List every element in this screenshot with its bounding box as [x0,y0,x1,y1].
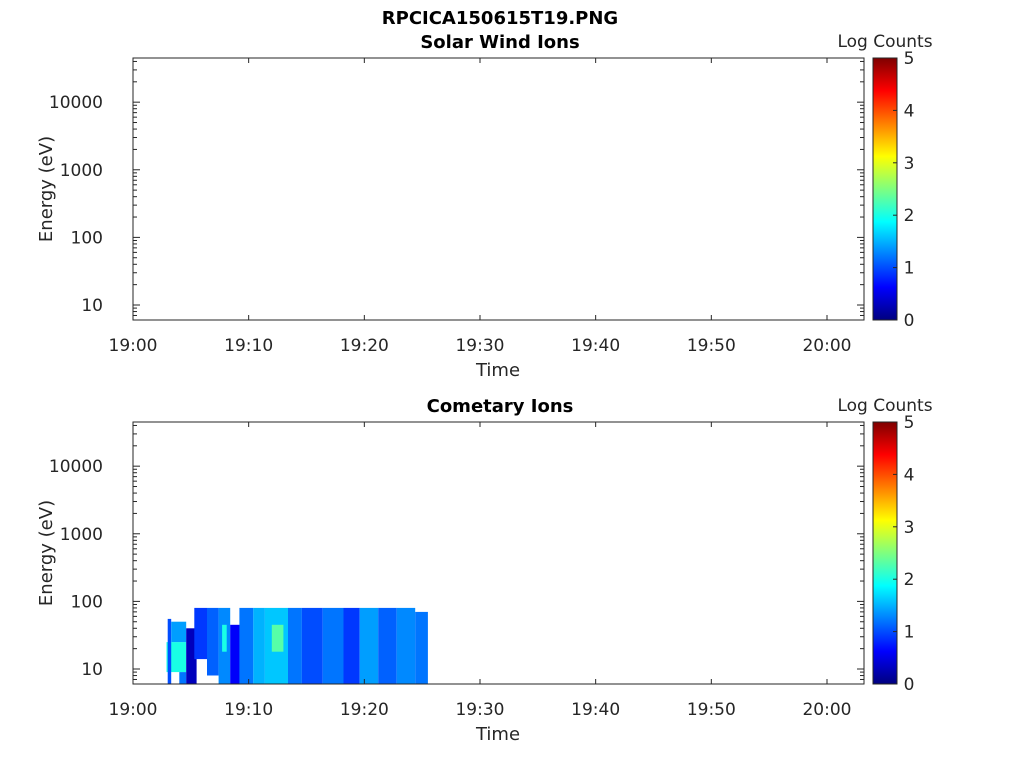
colorbar-tick-label: 1 [904,623,915,643]
spectrogram-cell [194,607,207,660]
colorbar-tick-label: 2 [904,570,915,590]
x-axis-label: Time [475,724,520,745]
colorbar-ticks: 0 1 2 3 4 5 [893,413,914,695]
spectrogram-cell [207,607,219,676]
colorbar-gradient [872,421,898,685]
y-axis-ticks: 10 100 1000 10000 [49,424,864,685]
colorbar-tick-label: 5 [904,49,915,69]
y-tick-label: 10 [81,296,103,316]
spectrogram-cells [166,607,428,684]
spectrogram-cell [415,611,428,684]
plot-area [133,58,864,320]
x-tick-label: 19:30 [455,700,504,720]
spectrogram-cell [322,607,344,684]
x-axis-label: Time [475,360,520,381]
y-tick-label: 100 [71,228,103,248]
y-axis-label: Energy (eV) [36,500,57,606]
x-tick-label: 19:20 [340,336,389,356]
y-tick-label: 100 [71,592,103,612]
spectrogram-cell [301,607,323,684]
x-tick-label: 19:50 [687,700,736,720]
y-tick-label: 10 [81,660,103,680]
colorbar-tick-label: 0 [904,675,915,695]
y-tick-label: 10000 [49,457,103,477]
panel-title: Solar Wind Ions [420,32,579,53]
colorbar-ticks: 0 1 2 3 4 5 [893,49,914,331]
x-tick-label: 19:10 [224,336,273,356]
x-tick-label: 19:30 [455,336,504,356]
spectrogram-cell [222,624,227,652]
plot-frame [132,421,865,685]
colorbar-tick-label: 3 [904,154,915,174]
spectrogram-cell [288,607,302,684]
colorbar-tick-label: 4 [904,465,915,485]
spectrogram-cell [271,624,284,652]
panel-title: Cometary Ions [427,396,574,417]
colorbar: 0 1 2 3 4 5 Log Counts [837,32,932,331]
figure-title: RPCICA150615T19.PNG [382,8,618,29]
y-tick-label: 1000 [60,525,103,545]
colorbar-tick-label: 5 [904,413,915,433]
y-tick-label: 1000 [60,161,103,181]
colorbar-tick-label: 4 [904,101,915,121]
x-tick-label: 20:00 [802,700,851,720]
x-tick-label: 19:40 [571,700,620,720]
colorbar: 0 1 2 3 4 5 Log Counts [837,396,932,695]
x-tick-label: 19:00 [109,700,158,720]
x-axis-ticks: 19:00 19:10 19:20 19:30 19:40 19:50 20:00 [109,58,851,356]
colorbar-tick-label: 3 [904,518,915,538]
y-axis-ticks: 10 100 1000 10000 [49,60,864,321]
colorbar-tick-label: 2 [904,206,915,226]
spectrogram-cell [253,607,265,684]
spectrogram-cell [167,618,172,684]
x-tick-label: 19:40 [571,336,620,356]
spectrogram-cell [359,607,379,684]
colorbar-label: Log Counts [837,396,932,416]
colorbar-gradient [872,57,898,321]
x-tick-label: 19:50 [687,336,736,356]
spectrogram-cell [166,642,187,673]
y-axis-label: Energy (eV) [36,136,57,242]
colorbar-tick-label: 1 [904,259,915,279]
x-tick-label: 20:00 [802,336,851,356]
plot-frame [132,57,865,321]
colorbar-tick-label: 0 [904,311,915,331]
x-tick-label: 19:00 [109,336,158,356]
spectrogram-cell [230,624,240,684]
spectrogram-cell [179,672,187,684]
y-tick-label: 10000 [49,93,103,113]
x-axis-ticks: 19:00 19:10 19:20 19:30 19:40 19:50 20:00 [109,422,851,720]
spectrogram-cell [239,607,254,684]
spectrogram-cell [171,621,187,643]
x-tick-label: 19:10 [224,700,273,720]
colorbar-label: Log Counts [837,32,932,52]
x-tick-label: 19:20 [340,700,389,720]
spectrogram-cell [396,607,416,684]
spectrogram-cell [378,607,397,684]
spectrogram-cell [343,607,360,684]
spectrogram-cell [186,628,197,684]
